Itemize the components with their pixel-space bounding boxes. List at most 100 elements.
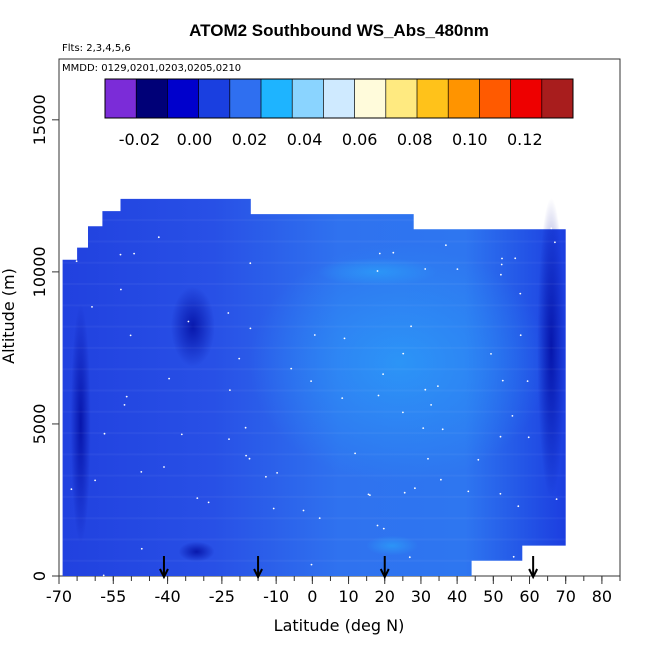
colorbar-tick-label: 0.00: [177, 130, 213, 149]
sample-point: [343, 337, 346, 340]
sample-point: [249, 262, 252, 265]
x-tick-label: 10: [338, 587, 358, 606]
x-tick-label: 70: [556, 587, 576, 606]
sample-point: [310, 563, 313, 566]
sample-point: [445, 244, 447, 247]
colorbar-tick-label: 0.06: [342, 130, 378, 149]
sample-point: [414, 487, 416, 490]
colorbar-segment-9: [385, 79, 418, 118]
sample-point: [187, 320, 190, 323]
field-feature-2: [365, 535, 418, 556]
latitude-arrow: [379, 556, 390, 580]
sample-point: [196, 497, 199, 499]
sample-point: [500, 263, 503, 266]
sample-point: [129, 334, 132, 337]
sample-point: [456, 268, 459, 270]
sample-point: [276, 472, 278, 474]
sample-point: [244, 426, 247, 429]
sample-point: [302, 509, 305, 512]
x-tick-label: 0: [307, 587, 317, 606]
x-tick-label: -40: [155, 587, 181, 606]
sample-point: [378, 252, 381, 255]
x-tick-label: -25: [209, 587, 235, 606]
y-axis: 0 5000 10000 15000: [30, 94, 59, 581]
sample-point: [376, 270, 379, 272]
sample-point: [519, 292, 522, 295]
sample-point: [119, 253, 122, 256]
sample-point: [437, 385, 439, 387]
colorbar-tick-label: 0.08: [397, 130, 433, 149]
sample-point: [499, 492, 502, 495]
y-tick-label: 0: [30, 571, 49, 581]
colorbar-segment-8: [354, 79, 387, 118]
sample-point: [477, 458, 480, 461]
field-feature-5: [178, 541, 215, 562]
dates-label: MMDD: 0129,0201,0203,0205,0210: [62, 63, 241, 74]
data-field: [62, 197, 566, 577]
y-tick-label: 15000: [30, 94, 49, 145]
latitude-arrow: [159, 556, 169, 580]
sample-point: [70, 488, 73, 491]
colorbar-tick-label: 0.10: [452, 130, 488, 149]
sample-point: [140, 471, 143, 473]
colorbar-tick-label: -0.02: [119, 130, 160, 149]
sample-point: [354, 452, 356, 455]
sample-point: [526, 380, 529, 382]
colorbar-segment-13: [510, 79, 543, 118]
sample-point: [341, 397, 344, 399]
sample-point: [427, 457, 429, 460]
sample-point: [310, 380, 312, 382]
sample-point: [318, 517, 321, 519]
x-tick-label: 30: [411, 587, 431, 606]
latitude-arrow: [253, 556, 263, 580]
x-tick-label: -10: [263, 587, 289, 606]
sample-point: [94, 479, 96, 482]
colorbar-segment-10: [417, 79, 449, 118]
sample-point: [180, 433, 183, 436]
sample-point: [229, 389, 231, 391]
sample-point: [501, 257, 503, 260]
chart-title: ATOM2 Southbound WS_Abs_480nm: [189, 21, 489, 40]
sample-point: [410, 325, 412, 328]
colorbar-segment-11: [448, 79, 480, 118]
sample-point: [377, 394, 380, 397]
sample-point: [422, 427, 425, 429]
colorbar-segment-1: [136, 79, 168, 118]
sample-point: [290, 367, 293, 370]
sample-point: [501, 379, 504, 382]
field-feature-0: [249, 243, 550, 484]
sample-point: [123, 404, 126, 406]
x-axis-title: Latitude (deg N): [274, 616, 405, 635]
sample-point: [245, 454, 248, 457]
sample-point: [527, 436, 530, 439]
sample-point: [369, 494, 371, 496]
sample-point: [313, 334, 316, 336]
sample-point: [512, 555, 515, 558]
sample-point: [207, 501, 210, 504]
sample-point: [238, 357, 241, 360]
sample-point: [140, 547, 143, 550]
sample-point: [265, 475, 267, 478]
sample-point: [441, 428, 444, 431]
arrow-markers: [159, 556, 539, 580]
sample-point: [120, 288, 122, 291]
field-feature-6: [70, 303, 91, 544]
colorbar-segment-7: [323, 79, 355, 118]
y-tick-label: 10000: [30, 246, 49, 297]
sample-point: [424, 388, 427, 391]
sample-point: [65, 253, 68, 255]
field-feature-3: [170, 286, 215, 367]
sample-point: [249, 327, 252, 330]
sample-point: [514, 257, 517, 260]
sample-point: [392, 251, 395, 254]
sample-point: [227, 312, 230, 314]
sample-point: [382, 373, 384, 375]
colorbar: -0.02 0.00 0.02 0.04 0.06 0.08 0.10 0.12: [104, 78, 574, 149]
sample-point: [490, 353, 492, 355]
sample-point: [519, 334, 522, 337]
colorbar-segment-2: [167, 79, 199, 118]
x-tick-label: 80: [592, 587, 612, 606]
sample-point: [500, 273, 502, 276]
